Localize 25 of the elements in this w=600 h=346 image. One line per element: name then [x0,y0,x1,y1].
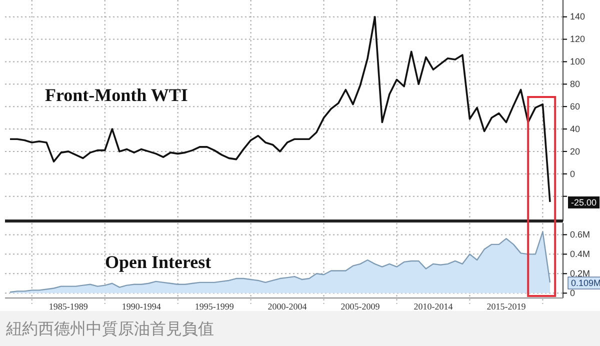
text: -25.00 [571,197,597,208]
y-tick-label: 40 [570,124,580,134]
y-tick-label: 0.2M [570,268,590,279]
y-tick-label: 0 [570,288,576,298]
x-tick-label: 1995-1999 [194,301,234,312]
x-tick-label: 2000-2004 [268,301,308,312]
text: Front-Month WTI [45,85,188,105]
text: 紐約西德州中質原油首見負值 [5,319,214,338]
y-tick-label: 0.6M [570,230,590,240]
y-tick-label: 100 [570,56,586,67]
x-tick-label: 2015-2019 [486,301,526,312]
y-tick-label: 0.4M [570,249,590,260]
y-tick-label: 60 [570,101,580,112]
text: Open Interest [105,252,212,272]
x-tick-label: 2010-2014 [414,301,454,312]
text: 0.109M [571,278,600,288]
x-tick-label: 1985-1989 [48,301,88,312]
y-tick-label: 20 [570,146,580,156]
y-tick-label: 80 [570,79,580,90]
line-series [9,16,551,203]
y-tick-label: 0 [570,168,576,179]
y-tick-label: 140 [570,12,586,22]
y-tick-label: 120 [570,34,586,44]
x-tick-label: 2005-2009 [340,301,380,312]
x-tick-label: 1990-1994 [122,301,162,312]
